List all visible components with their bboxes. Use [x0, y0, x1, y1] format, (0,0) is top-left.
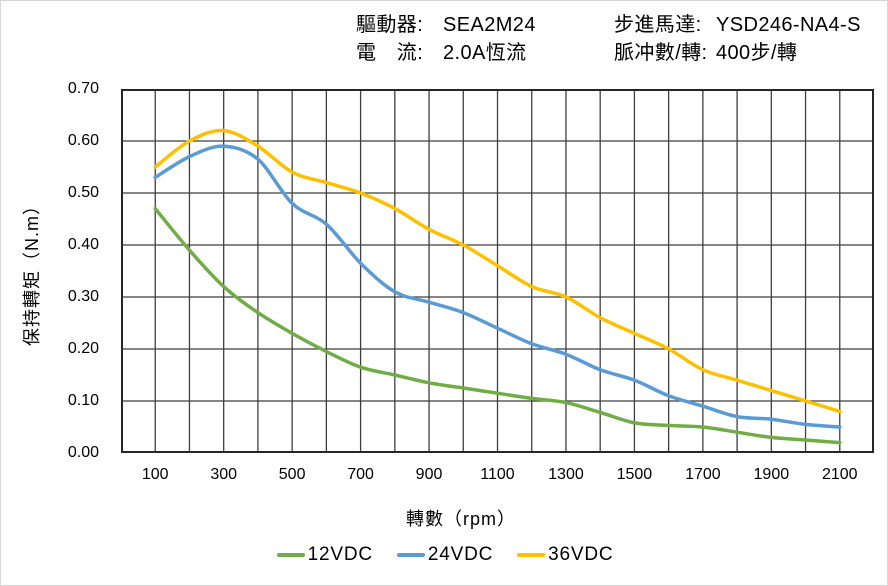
- y-tick-label: 0.00: [67, 444, 99, 461]
- y-tick-label: 0.70: [67, 80, 99, 97]
- legend: 12VDC 24VDC 36VDC: [1, 544, 887, 566]
- y-tick-label: 0.40: [67, 236, 99, 253]
- header-field-value: 2.0A恆流: [443, 42, 527, 64]
- header-field-label: 脈冲數/轉:: [614, 42, 708, 64]
- x-tick-label: 300: [210, 466, 238, 483]
- legend-label: 24VDC: [427, 544, 494, 565]
- x-tick-label: 100: [141, 466, 169, 483]
- header-field-value: SEA2M24: [443, 14, 536, 36]
- x-tick-label: 1100: [480, 466, 515, 483]
- x-tick-label: 1300: [548, 466, 584, 483]
- y-tick-label: 0.60: [67, 132, 99, 149]
- x-tick-label: 2100: [821, 466, 858, 483]
- plot-area: [121, 89, 874, 453]
- legend-item-36vdc: 36VDC: [517, 544, 613, 566]
- series-line-24vdc: [153, 144, 842, 429]
- legend-item-12vdc: 12VDC: [276, 544, 373, 566]
- header-field-value: YSD246-NA4-S: [716, 14, 861, 36]
- header-row: 驅動器: SEA2M24: [356, 11, 536, 39]
- header-row: 脈冲數/轉: 400步/轉: [614, 39, 861, 67]
- legend-swatch-24vdc: [396, 553, 425, 557]
- x-tick-label: 1700: [685, 466, 721, 483]
- series-line-36vdc: [153, 128, 842, 414]
- header-field-label: 驅動器:: [356, 14, 424, 36]
- header-row: 步進馬達: YSD246-NA4-S: [614, 11, 861, 39]
- y-tick-label: 0.20: [67, 340, 99, 357]
- legend-label: 36VDC: [548, 544, 614, 565]
- series-line-12vdc: [153, 206, 842, 445]
- x-tick-label: 1500: [616, 466, 653, 483]
- legend-label: 12VDC: [307, 544, 373, 565]
- gridlines: [121, 89, 874, 453]
- y-tick-label: 0.30: [67, 288, 99, 305]
- x-axis-title: 轉數（rpm）: [406, 509, 516, 529]
- header-driver-block: 驅動器: SEA2M24 電 流: 2.0A恆流: [356, 11, 536, 67]
- header-field-label: 步進馬達:: [614, 14, 702, 36]
- header-field-value: 400步/轉: [716, 42, 798, 64]
- x-tick-label: 700: [347, 466, 374, 483]
- y-axis-title: 保持轉矩（N.m）: [22, 196, 42, 346]
- x-tick-label: 500: [278, 466, 306, 483]
- x-tick-label: 900: [415, 466, 443, 483]
- header-row: 電 流: 2.0A恆流: [356, 39, 536, 67]
- y-tick-label: 0.50: [67, 184, 99, 201]
- legend-swatch-36vdc: [517, 553, 546, 557]
- plot-border: [121, 89, 874, 453]
- header-field-label: 電 流:: [356, 42, 424, 64]
- legend-item-24vdc: 24VDC: [396, 544, 494, 566]
- header-motor-block: 步進馬達: YSD246-NA4-S 脈冲數/轉: 400步/轉: [614, 11, 861, 67]
- legend-swatch-12vdc: [276, 553, 305, 557]
- x-tick-label: 1900: [753, 466, 790, 483]
- y-tick-label: 0.10: [67, 392, 99, 409]
